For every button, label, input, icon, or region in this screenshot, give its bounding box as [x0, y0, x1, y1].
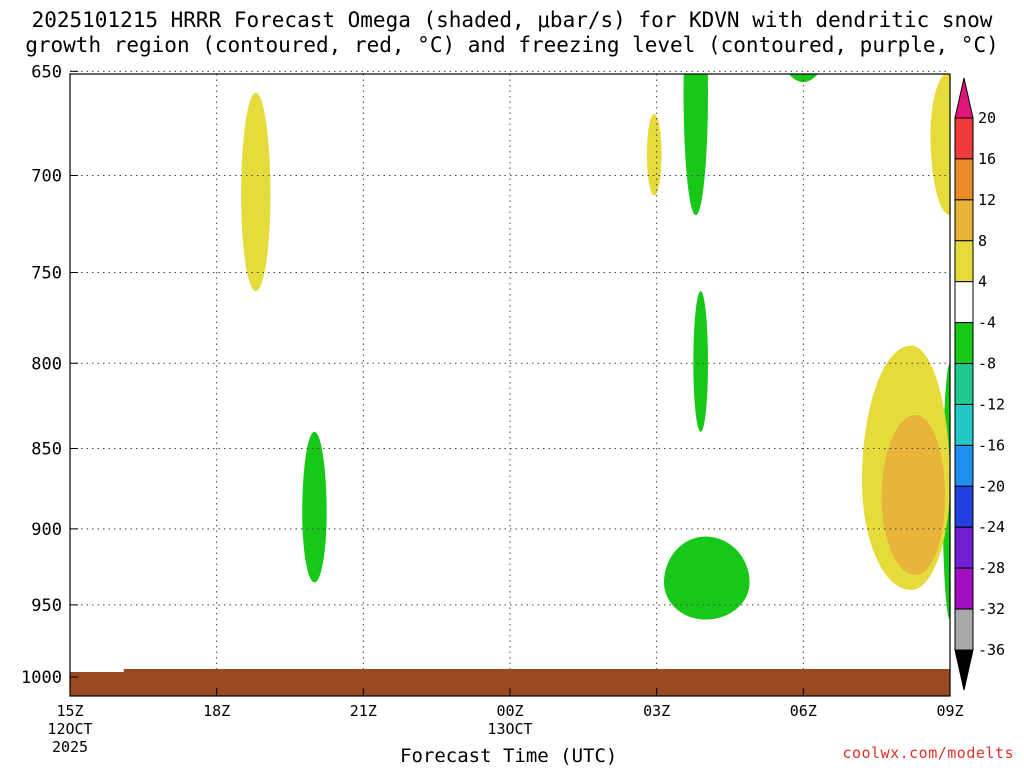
colorbar-label: 12 [978, 191, 996, 209]
omega-region-10 [693, 291, 708, 432]
x-tick-date: 12OCT [47, 720, 92, 738]
colorbar-label: -28 [978, 559, 1005, 577]
chart-title-line2: growth region (contoured, red, °C) and f… [25, 33, 999, 57]
x-tick-label: 18Z [203, 702, 230, 720]
x-tick-label: 06Z [790, 702, 817, 720]
omega-region-4 [788, 74, 818, 83]
colorbar-label: 16 [978, 150, 996, 168]
colorbar-bin [954, 158, 974, 201]
colorbar-bin [954, 363, 974, 405]
y-tick-label: 1000 [21, 668, 62, 688]
colorbar-label: -8 [978, 355, 996, 373]
colorbar-label: 20 [978, 109, 996, 127]
colorbar-bin [954, 117, 974, 160]
x-tick-label: 03Z [643, 702, 670, 720]
colorbar-bin [954, 444, 974, 487]
colorbar-bin [954, 485, 974, 528]
omega-region-23 [930, 74, 950, 216]
colorbar-label: -12 [978, 395, 1005, 413]
colorbar-label: 8 [978, 232, 987, 250]
chart-title-line1: 2025101215 HRRR Forecast Omega (shaded, … [31, 8, 993, 32]
colorbar-bin [954, 199, 974, 242]
ground-surface [70, 669, 950, 696]
y-tick-label: 750 [31, 264, 62, 284]
y-tick-label: 650 [31, 62, 62, 82]
colorbar-bin [954, 567, 974, 610]
colorbar-label: -4 [978, 314, 996, 332]
y-tick-label: 950 [31, 596, 62, 616]
omega-region-20 [241, 92, 271, 292]
colorbar-label: -32 [978, 600, 1005, 618]
colorbar-bin [954, 281, 974, 324]
x-axis-label: Forecast Time (UTC) [400, 745, 618, 767]
omega-region-9 [683, 74, 708, 216]
x-tick-label: 21Z [350, 702, 377, 720]
colorbar-label: 4 [978, 273, 987, 291]
y-tick-label: 800 [31, 354, 62, 374]
colorbar-label: -16 [978, 436, 1005, 454]
colorbar-label: -20 [978, 477, 1005, 495]
y-tick-label: 850 [31, 439, 62, 459]
omega-region-12 [302, 431, 327, 583]
colorbar-bin [954, 322, 974, 365]
omega-region-11 [664, 536, 750, 620]
x-tick-label: 09Z [936, 702, 963, 720]
y-tick-label: 900 [31, 520, 62, 540]
omega-region-22 [881, 415, 946, 575]
source-credit: coolwx.com/modelts [842, 744, 1014, 762]
x-tick-label: 15Z [56, 702, 83, 720]
y-tick-label: 700 [31, 167, 62, 187]
colorbar-label: -36 [978, 641, 1005, 659]
colorbar-bin [954, 526, 974, 569]
x-tick-date: 13OCT [487, 720, 532, 738]
omega-region-19 [646, 113, 662, 196]
x-tick-year: 2025 [52, 738, 88, 756]
colorbar-bin [954, 608, 974, 651]
colorbar-bin [954, 240, 974, 283]
colorbar-bottom-arrow [954, 649, 974, 691]
x-tick-label: 00Z [496, 702, 523, 720]
chart-title: 2025101215 HRRR Forecast Omega (shaded, … [0, 8, 1024, 58]
colorbar-bin [954, 403, 974, 446]
omega-region-5 [796, 0, 811, 38]
colorbar-top-arrow [954, 77, 974, 119]
colorbar-label: -24 [978, 518, 1005, 536]
